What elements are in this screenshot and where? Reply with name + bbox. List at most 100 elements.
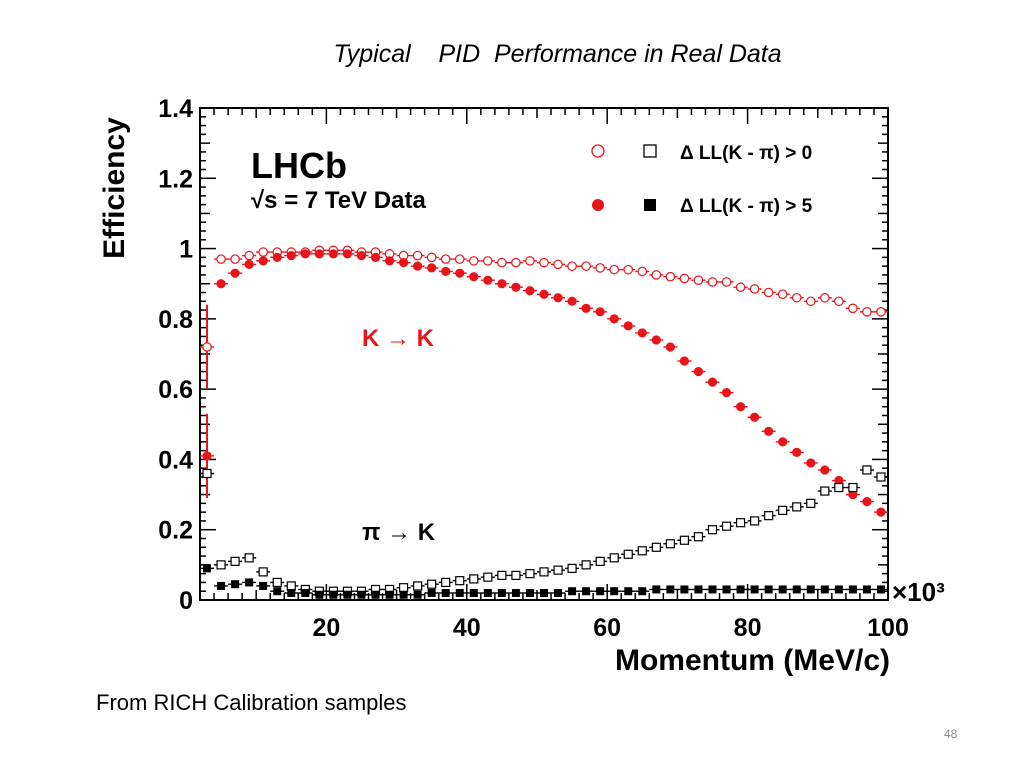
data-point [469, 272, 479, 282]
data-point [384, 256, 395, 266]
data-point [764, 426, 774, 436]
data-point [398, 583, 409, 593]
data-point [862, 307, 872, 317]
data-point [272, 577, 282, 588]
data-point [441, 577, 451, 588]
data-point [778, 437, 788, 447]
data-point [427, 588, 436, 597]
data-point [216, 254, 226, 264]
data-point [735, 282, 746, 293]
data-point [244, 250, 254, 261]
y-tick-label: 0.4 [158, 446, 193, 474]
data-point [259, 581, 268, 590]
data-point [399, 590, 408, 599]
data-point [708, 585, 717, 594]
data-point [806, 458, 816, 468]
data-point [483, 572, 493, 582]
data-point [735, 402, 746, 412]
data-point [791, 292, 802, 303]
data-point [848, 303, 858, 314]
data-point [314, 249, 324, 259]
legend-open-circle-marker [591, 144, 605, 158]
data-point [468, 256, 479, 266]
data-point [680, 585, 689, 594]
data-point [596, 587, 605, 596]
data-point [483, 588, 492, 597]
slide-title: Typical PID Performance in Real Data [333, 40, 782, 68]
series-pion-dll5 [203, 564, 885, 599]
page-number: 48 [944, 727, 958, 741]
y-tick-label: 0.2 [158, 517, 193, 545]
data-point [876, 585, 885, 594]
data-point [356, 251, 367, 261]
data-point [876, 307, 886, 317]
data-point [805, 296, 816, 307]
energy-label: √s = 7 TeV Data [251, 187, 426, 214]
data-point [721, 277, 732, 287]
data-point [511, 570, 521, 581]
data-point [777, 289, 788, 300]
data-point [483, 275, 493, 285]
legend-open-square-marker [643, 144, 657, 158]
data-point [315, 590, 324, 599]
data-point [567, 296, 577, 306]
data-point [665, 342, 675, 352]
x-tick-label: 60 [593, 614, 621, 642]
data-point [637, 546, 647, 556]
data-point [525, 286, 535, 296]
y-tick-label: 0.8 [158, 306, 193, 334]
data-point [595, 307, 605, 317]
data-point [722, 585, 731, 594]
pion-annotation: π → K [362, 519, 436, 546]
axis-tick-labels: 20 40 60 80 100 0 0.2 0.4 0.6 0.8 1 1.2 1.4 [158, 95, 909, 642]
series-kaon-dll5 [202, 249, 886, 517]
data-point [834, 296, 844, 307]
data-point [750, 516, 760, 526]
y-axis-label: Efficiency [98, 117, 131, 259]
data-point [848, 482, 858, 493]
y-tick-label: 1 [179, 236, 193, 264]
data-point [455, 588, 464, 597]
series-pion-dll0 [202, 465, 886, 596]
data-point [413, 261, 423, 271]
data-point [216, 279, 226, 289]
data-point [286, 251, 296, 261]
footer-note: From RICH Calibration samples [96, 690, 407, 715]
y-tick-label: 0 [179, 587, 193, 615]
data-point [497, 279, 507, 289]
data-point [638, 587, 647, 596]
y-tick-label: 0.6 [158, 376, 193, 404]
data-point [553, 565, 563, 575]
data-point [329, 590, 338, 599]
data-point [651, 335, 661, 345]
data-point [679, 356, 690, 366]
data-point [652, 585, 661, 594]
data-point [764, 511, 774, 521]
data-point [862, 585, 871, 594]
data-point [244, 553, 254, 563]
x-tick-label: 20 [312, 614, 340, 642]
x-tick-label: 40 [453, 614, 481, 642]
data-point [623, 321, 633, 331]
data-point [231, 580, 240, 589]
data-point [301, 588, 310, 597]
data-point [539, 567, 549, 577]
data-point [273, 587, 282, 596]
data-point [553, 259, 563, 270]
data-point [595, 556, 605, 566]
data-point [230, 254, 240, 264]
data-point [623, 549, 633, 559]
data-point [469, 588, 478, 597]
data-point [202, 451, 212, 461]
data-point [272, 252, 282, 262]
data-point [202, 342, 212, 352]
data-point [469, 574, 479, 584]
data-point [581, 560, 591, 570]
data-point [610, 587, 619, 596]
data-point [567, 563, 577, 573]
data-point [328, 249, 338, 259]
data-point [834, 482, 844, 493]
data-point [371, 590, 380, 599]
data-point [721, 388, 732, 398]
data-point [441, 266, 451, 277]
